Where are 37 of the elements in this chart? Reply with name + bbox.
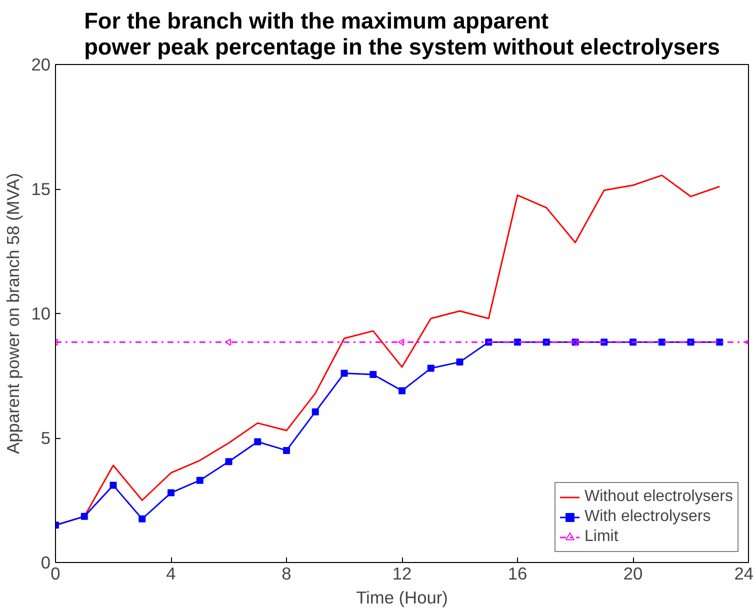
x-tick-label: 8 bbox=[282, 564, 292, 584]
y-tick-label: 10 bbox=[31, 304, 51, 324]
point bbox=[456, 358, 464, 366]
x-tick-label: 24 bbox=[734, 564, 753, 584]
x-tick-label: 20 bbox=[623, 564, 643, 584]
point bbox=[687, 338, 694, 346]
point bbox=[224, 338, 231, 346]
point bbox=[80, 512, 88, 520]
x-tick-label: 16 bbox=[508, 564, 528, 584]
point bbox=[370, 371, 377, 378]
y-tick-label: 15 bbox=[31, 179, 51, 199]
y-axis-title: Apparent power on branch 58 (MVA) bbox=[3, 173, 24, 454]
point bbox=[542, 338, 550, 346]
point bbox=[340, 370, 348, 377]
x-axis-title: Time (Hour) bbox=[356, 588, 448, 608]
point bbox=[716, 338, 724, 346]
point bbox=[398, 387, 406, 394]
point bbox=[225, 458, 232, 466]
legend-label: With electrolysers bbox=[584, 508, 711, 526]
point bbox=[658, 338, 666, 346]
point bbox=[427, 364, 434, 372]
x-tick-label: 12 bbox=[392, 564, 412, 584]
point bbox=[283, 446, 290, 454]
point bbox=[196, 476, 204, 484]
point bbox=[168, 489, 174, 496]
point bbox=[514, 338, 521, 346]
point bbox=[398, 338, 404, 346]
x-tick-label: 4 bbox=[166, 564, 176, 584]
point bbox=[110, 482, 117, 489]
point bbox=[312, 408, 319, 416]
y-tick-label: 20 bbox=[31, 54, 51, 74]
point bbox=[254, 438, 262, 446]
legend-label: Without electrolysers bbox=[584, 488, 733, 506]
legend-label: Limit bbox=[584, 528, 618, 546]
y-tick-label: 5 bbox=[40, 428, 51, 448]
chart-title: For the branch with the maximum apparent power peak percentage in the system without electrolysers bbox=[84, 8, 720, 60]
point bbox=[138, 515, 146, 522]
